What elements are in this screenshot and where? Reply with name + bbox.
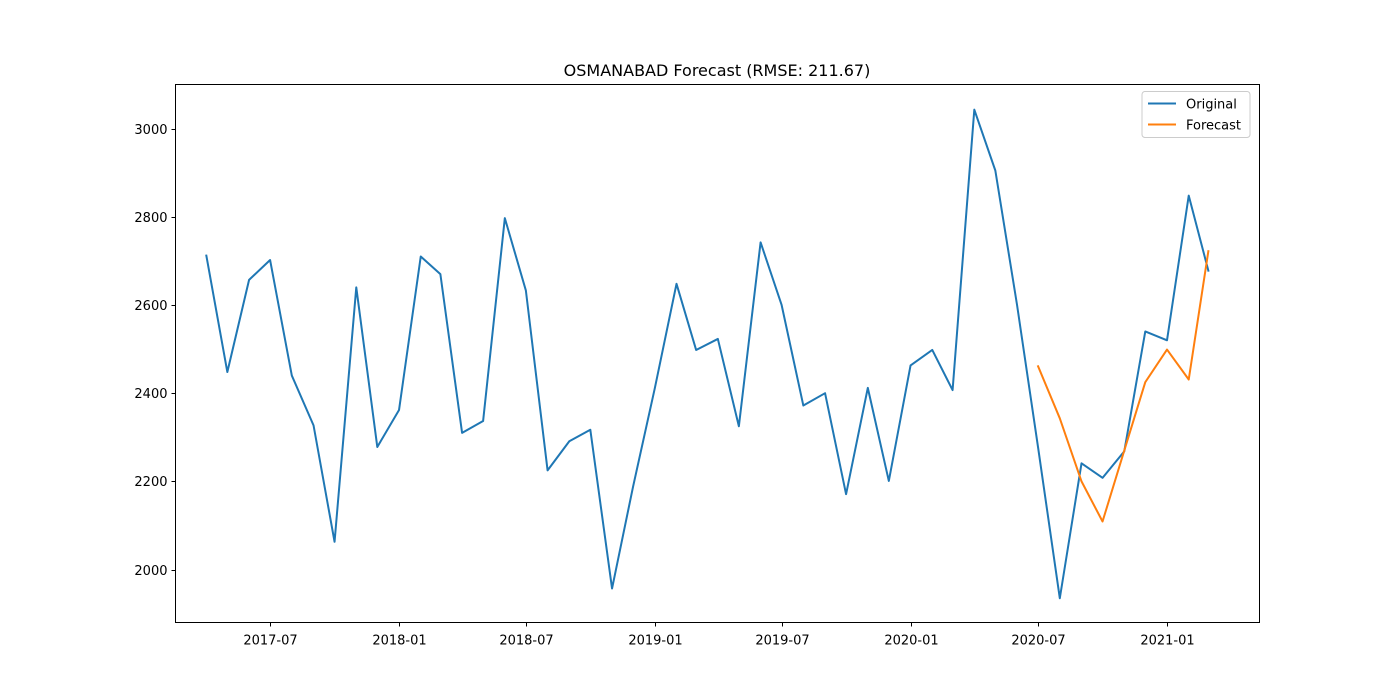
legend-label-original: Original	[1186, 98, 1237, 113]
chart-title: OSMANABAD Forecast (RMSE: 211.67)	[564, 61, 871, 80]
y-tick-label: 2400	[134, 387, 167, 402]
plot-area	[205, 108, 1210, 600]
y-tick-label: 2800	[134, 211, 167, 226]
x-tick-label: 2020-07	[1011, 634, 1065, 649]
series-line-original	[205, 108, 1210, 600]
y-tick-label: 2600	[134, 299, 167, 314]
x-tick-label: 2019-07	[755, 634, 809, 649]
series-line-forecast	[1036, 250, 1210, 523]
y-tick-label: 2200	[134, 475, 167, 490]
axes: 2017-07 2018-01 2018-07 2019-01 2019-07 2020-…	[134, 123, 1194, 649]
plot-frame	[175, 84, 1260, 623]
x-tick-label: 2019-01	[628, 634, 682, 649]
y-tick-label: 3000	[134, 123, 167, 138]
x-tick-label: 2021-01	[1140, 634, 1194, 649]
x-tick-label: 2020-01	[884, 634, 938, 649]
legend: Original Forecast	[1141, 91, 1251, 138]
x-tick-label: 2017-07	[243, 634, 297, 649]
x-tick-label: 2018-01	[372, 634, 426, 649]
legend-label-forecast: Forecast	[1186, 119, 1241, 134]
y-tick-label: 2000	[134, 564, 167, 579]
x-tick-label: 2018-07	[499, 634, 553, 649]
